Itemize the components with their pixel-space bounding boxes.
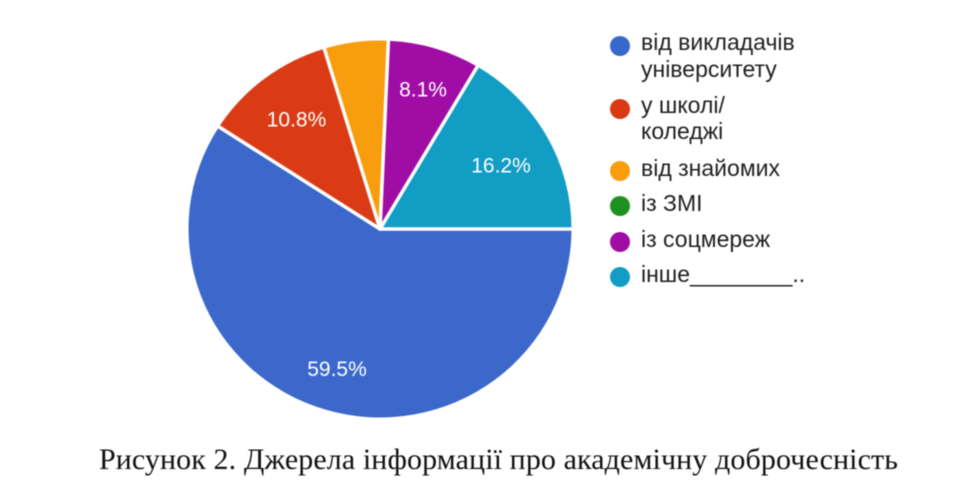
svg-text:59.5%: 59.5% (307, 358, 367, 381)
svg-text:8.1%: 8.1% (399, 79, 447, 102)
svg-text:10.8%: 10.8% (267, 109, 327, 132)
svg-text:16.2%: 16.2% (471, 155, 531, 178)
